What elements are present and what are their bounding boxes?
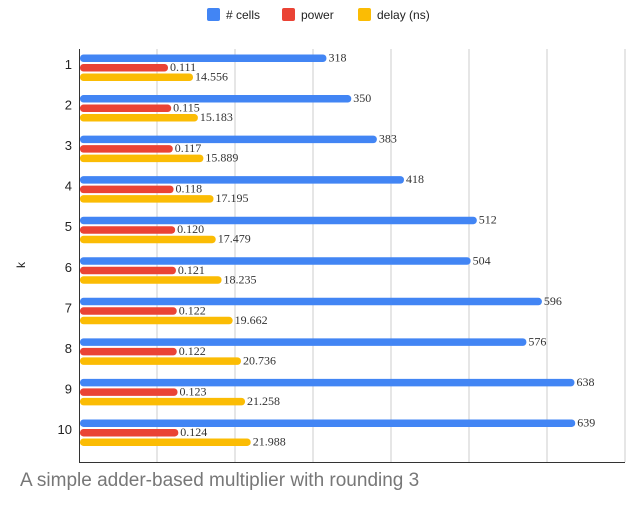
bar [80,216,477,225]
data-label: 15.183 [200,110,233,124]
bar [80,257,471,265]
legend-swatch [207,8,220,21]
bar [80,307,177,315]
bar [80,397,246,406]
data-label: 0.122 [179,303,206,317]
category-tick-label: 8 [65,341,72,356]
bar [80,438,251,446]
data-label: 0.122 [179,344,206,358]
data-label: 21.258 [247,394,280,408]
legend-label: delay (ns) [377,8,430,22]
legend-swatch [358,8,371,21]
bar [80,226,176,234]
bar [80,266,176,275]
category-tick-label: 7 [65,300,72,315]
category-tick-label: 2 [65,98,72,113]
bar [80,195,214,203]
data-label: 350 [353,91,371,105]
chart-caption: A simple adder-based multiplier with rou… [20,470,420,491]
data-label: 639 [577,415,595,429]
bar [80,235,216,244]
data-label: 19.662 [235,313,268,327]
bar [80,378,575,387]
data-label: 638 [576,375,594,389]
data-label: 20.736 [243,353,276,367]
data-label: 0.121 [178,263,205,277]
data-label: 21.988 [253,434,286,448]
data-label: 576 [528,334,546,348]
bar [80,104,172,113]
legend-label: # cells [226,8,260,22]
data-label: 318 [328,51,346,65]
data-label: 0.115 [173,101,200,115]
bar [80,419,576,427]
bar [80,297,542,306]
bar [80,338,527,346]
bar [80,54,327,62]
bar [80,347,177,356]
data-label: 0.124 [180,425,207,439]
bar [80,135,377,144]
data-label: 383 [379,132,397,146]
bar [80,276,222,284]
category-tick-label: 1 [65,57,72,72]
bar [80,73,193,81]
data-label: 0.118 [176,182,203,196]
y-axis-title: k [14,261,28,268]
data-label: 18.235 [224,272,257,286]
bar [80,357,241,365]
category-tick-label: 5 [65,219,72,234]
bar [80,388,178,396]
bar [80,95,352,103]
bar [80,176,404,184]
data-label: 418 [406,172,424,186]
category-tick-label: 3 [65,138,72,153]
legend-label: power [301,8,334,22]
bar [80,64,168,72]
category-tick-label: 6 [65,260,72,275]
bar [80,145,173,153]
data-label: 0.111 [170,60,196,74]
data-label: 512 [479,213,497,227]
legend-swatch [282,8,295,21]
bar [80,114,198,122]
bar [80,428,179,437]
data-label: 0.123 [180,384,207,398]
data-label: 504 [473,253,491,267]
data-label: 15.889 [205,151,238,165]
category-tick-label: 4 [65,179,72,194]
data-label: 0.120 [177,222,204,236]
data-label: 14.556 [195,70,228,84]
data-label: 596 [544,294,562,308]
bar [80,316,233,325]
category-tick-label: 10 [58,422,72,437]
data-label: 17.195 [215,191,248,205]
bar [80,154,204,163]
category-tick-label: 9 [65,381,72,396]
bar [80,185,174,194]
data-label: 0.117 [175,141,202,155]
data-label: 17.479 [218,232,251,246]
